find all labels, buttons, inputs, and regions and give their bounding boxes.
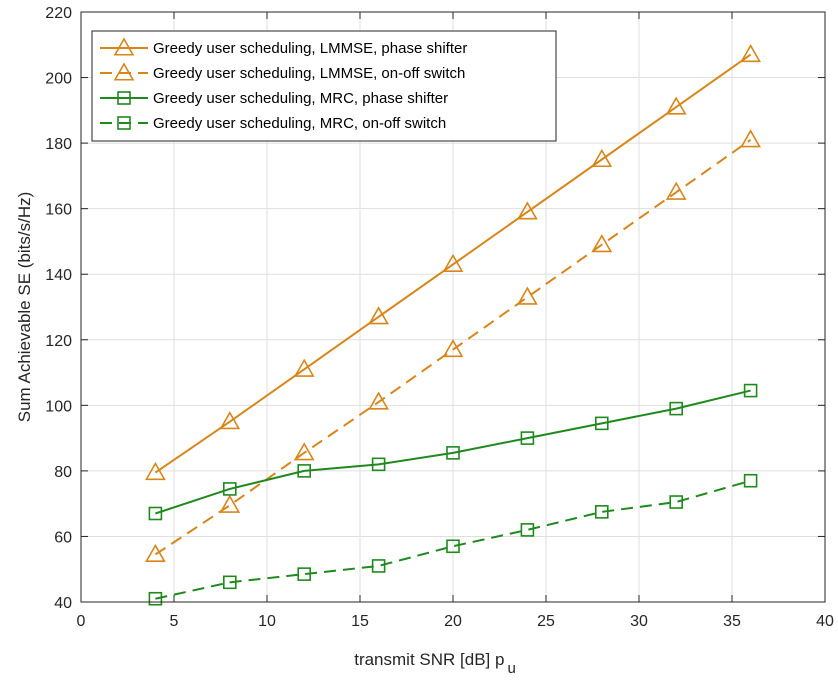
legend-label: Greedy user scheduling, MRC, on-off swit… [153, 115, 446, 132]
legend-box [91, 30, 557, 142]
data-point-marker [520, 431, 535, 445]
x-tick-label: 25 [537, 613, 555, 630]
y-tick-label: 100 [45, 398, 72, 415]
data-point-marker [446, 539, 460, 554]
legend-marker [117, 91, 131, 105]
series-line [154, 139, 752, 556]
data-point-marker [219, 411, 241, 430]
legend-label: Greedy user scheduling, LMMSE, phase shi… [153, 40, 467, 57]
x-tick-label: 10 [258, 613, 276, 630]
x-tick-label: 40 [816, 613, 834, 630]
legend-entry-4: Greedy user scheduling, MRC, on-off swit… [100, 115, 446, 132]
data-point-marker [297, 464, 312, 478]
data-point-marker [219, 494, 241, 513]
x-tick-label: 20 [444, 613, 462, 630]
series-4 [148, 473, 758, 606]
x-tick-label: 35 [723, 613, 741, 630]
data-point-marker [293, 442, 315, 461]
y-tick-labels: 40 60 80 100 120 140 160 180 200 220 [45, 5, 72, 612]
data-point-marker [591, 234, 613, 253]
y-tick-label: 80 [54, 464, 72, 481]
legend-entry-1: Greedy user scheduling, LMMSE, phase shi… [100, 37, 467, 57]
data-point-marker [594, 505, 609, 519]
legend-label: Greedy user scheduling, LMMSE, on-off sw… [153, 65, 465, 82]
x-tick-labels: 0 5 10 15 20 25 30 35 40 [77, 613, 834, 630]
x-tick-label: 5 [170, 613, 179, 630]
series-2 [145, 129, 761, 563]
legend-entry-2: Greedy user scheduling, LMMSE, on-off sw… [100, 62, 465, 82]
y-tick-label: 140 [45, 267, 72, 284]
data-point-marker [740, 43, 761, 63]
series-line [155, 479, 751, 600]
legend: Greedy user scheduling, LMMSE, phase shi… [91, 30, 557, 142]
data-point-marker [371, 457, 386, 472]
legend-marker [117, 116, 131, 130]
data-point-marker [591, 148, 613, 168]
data-point-marker [145, 461, 166, 481]
data-point-marker [517, 286, 538, 305]
data-point-marker [148, 506, 163, 521]
x-axis-title-subscript: u [507, 660, 515, 677]
axis-ticks [80, 11, 826, 603]
data-point-marker [442, 338, 464, 358]
data-point-marker [293, 358, 315, 377]
data-point-marker [223, 575, 237, 590]
data-point-marker [223, 482, 237, 496]
data-point-marker [665, 96, 687, 115]
data-point-marker [145, 543, 166, 563]
data-point-marker [297, 567, 312, 581]
data-point-marker [520, 523, 535, 537]
y-axis-title: Sum Achievable SE (bits/s/Hz) [15, 192, 34, 423]
y-tick-label: 160 [45, 202, 72, 219]
data-point-marker [371, 559, 386, 573]
series-line [155, 389, 751, 515]
y-tick-label: 200 [45, 71, 72, 88]
data-point-marker [743, 473, 758, 488]
data-point-marker [594, 416, 609, 431]
x-tick-label: 0 [77, 613, 86, 630]
x-tick-label: 30 [630, 613, 648, 630]
y-tick-label: 60 [54, 529, 72, 546]
y-tick-label: 120 [45, 333, 72, 350]
data-point-marker [669, 495, 684, 509]
legend-label: Greedy user scheduling, MRC, phase shift… [153, 90, 448, 107]
series-3 [148, 383, 758, 521]
y-tick-label: 180 [45, 136, 72, 153]
series-layer [145, 43, 761, 606]
series-line [154, 53, 752, 474]
data-point-marker [368, 306, 389, 325]
x-tick-label: 15 [351, 613, 369, 630]
y-tick-label: 40 [54, 595, 72, 612]
data-point-marker [669, 401, 684, 416]
series-1 [145, 43, 761, 481]
x-axis-title-main: transmit SNR [dB] p [354, 650, 504, 669]
data-point-marker [665, 181, 687, 200]
data-point-marker [148, 591, 163, 606]
legend-entry-3: Greedy user scheduling, MRC, phase shift… [100, 90, 448, 107]
data-point-marker [740, 129, 761, 148]
legend-marker [113, 37, 135, 56]
legend-marker [113, 62, 135, 81]
data-point-marker [442, 253, 464, 272]
data-point-marker [446, 446, 460, 460]
data-point-marker [368, 391, 389, 410]
data-point-marker [517, 201, 538, 220]
y-tick-label: 220 [45, 5, 72, 22]
data-point-marker [743, 383, 758, 398]
